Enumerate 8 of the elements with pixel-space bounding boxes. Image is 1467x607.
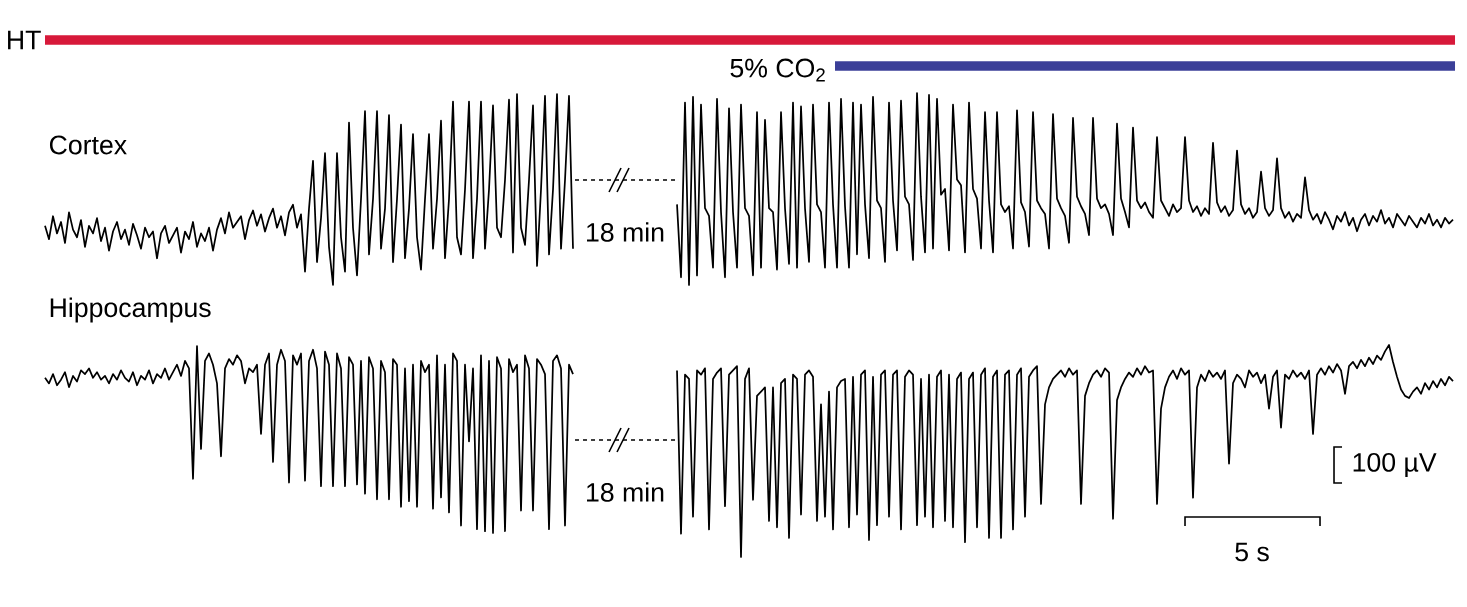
text: 18 min bbox=[587, 222, 664, 242]
annotation: 100 µV bbox=[1353, 452, 1437, 478]
annotation: 5 s bbox=[1235, 542, 1269, 562]
text: 5% CO$_{2}$ bbox=[730, 58, 825, 82]
series-label: Hippocampus bbox=[50, 297, 211, 323]
text: 18 min bbox=[587, 482, 664, 502]
text: Cortex bbox=[49, 135, 127, 155]
text: HT bbox=[8, 30, 41, 50]
